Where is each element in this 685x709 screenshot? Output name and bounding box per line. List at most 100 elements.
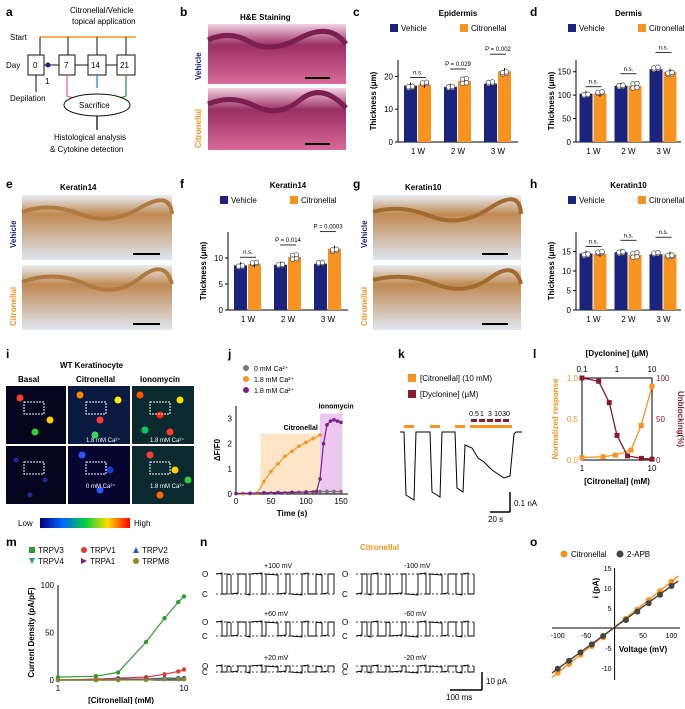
significance-label: n.s. [413, 71, 423, 77]
series-point [332, 489, 336, 494]
voltage-label: +20 mV [264, 655, 289, 662]
series-point [339, 420, 343, 425]
y-tick-label: 10 [562, 267, 571, 276]
x-tick-label: 3 W [491, 147, 506, 156]
data-point [463, 75, 470, 82]
series-point [318, 489, 322, 494]
x-axis-label: [Citronellal] (mM) [584, 477, 650, 486]
right-tick-label: 0 [656, 456, 661, 465]
data-point [333, 246, 340, 252]
open-label: O [342, 662, 348, 671]
bar-vehicle [234, 265, 247, 310]
bar-citronellal [498, 71, 511, 142]
x-axis-label: [Citronellal] (mM) [88, 696, 154, 704]
bar-vehicle [274, 264, 287, 310]
unblocking-point [614, 432, 620, 438]
series-point [143, 639, 149, 645]
bar-citronellal [458, 80, 471, 142]
panel-i-title: WT Keratinocyte [60, 361, 124, 370]
panel-label-a: a [6, 5, 13, 19]
cell-spot [13, 457, 19, 463]
series-point [176, 669, 181, 674]
panel-label-m: m [6, 535, 17, 549]
legend-swatch-citronellal [460, 24, 468, 32]
panel-label-f: f [180, 177, 185, 191]
top-axis-title: [Dyclonine] (μM) [586, 349, 649, 358]
bar-citronellal [593, 93, 607, 142]
cell-spot [96, 416, 104, 424]
analysis-label-2: & Cytokine detection [50, 145, 123, 154]
legend-marker [29, 547, 35, 553]
series-line [57, 595, 185, 678]
data-point [409, 83, 416, 89]
y-axis-label: Current Density (pA/pF) [27, 587, 36, 678]
x-tick-label: 150 [334, 497, 348, 506]
cell-spot [16, 394, 24, 402]
data-point [239, 263, 246, 269]
legend-swatch-vehicle [390, 24, 398, 32]
right-tick-label: 100 [656, 374, 670, 383]
series-point [304, 490, 308, 494]
significance-label: n.s. [243, 250, 253, 256]
series-point [290, 490, 294, 495]
chart-title: Keratin14 [270, 181, 307, 190]
data-point [585, 251, 591, 257]
channel-trace [215, 572, 335, 596]
day-0: 0 [33, 61, 38, 70]
cell-spot [176, 396, 184, 404]
open-label: O [342, 570, 348, 579]
data-point [585, 91, 591, 97]
x-tick-label: 10 [648, 464, 657, 473]
x-tick-label: 1 W [241, 315, 256, 324]
y-tick-label: 150 [558, 68, 572, 77]
bar-vehicle [649, 254, 663, 310]
y-tick-label: 50 [45, 629, 54, 638]
k-scale-x: 20 s [488, 515, 503, 524]
series-point [234, 491, 238, 496]
significance-label: P = 0.0003 [313, 225, 343, 231]
legend-marker [560, 550, 568, 558]
panel-label-g: g [353, 177, 360, 191]
series-point [325, 489, 329, 494]
series-point [176, 676, 181, 682]
start-label: Start [10, 33, 28, 42]
response-line [581, 386, 653, 459]
significance-label: n.s. [624, 233, 634, 239]
ca-label-2: 1.8 mM Ca²⁺ [150, 437, 185, 444]
data-point [599, 248, 605, 255]
y-tick-label: 1 [228, 465, 233, 474]
cell-spots [13, 391, 192, 499]
chart-epidermis: Epidermis Vehicle Citronellal 0 10 20 Thicknes… [369, 9, 518, 156]
legend-vehicle: Vehicle [401, 24, 427, 33]
left-tick-label: 0.5 [567, 415, 579, 424]
voltage-label: -20 mV [404, 655, 427, 662]
citronellal-bar [430, 425, 440, 428]
voltage-label: -60 mV [404, 611, 427, 618]
series-point [314, 489, 319, 494]
chart-trp-current-density: 0 50 100 1 10 [Citronellal] (mM) Current Densi… [27, 546, 189, 705]
series-point [304, 440, 308, 445]
voltage-label: +100 mV [264, 563, 293, 570]
y-axis-label: ΔF/F0 [213, 438, 222, 461]
series-point [276, 462, 280, 466]
significance-label: P = 0.029 [445, 62, 471, 68]
response-point [579, 455, 585, 461]
data-point [566, 657, 573, 664]
y-tick-label: 0 [389, 138, 394, 147]
panel-label-h: h [530, 177, 537, 191]
series-point [248, 491, 252, 496]
data-point [423, 79, 430, 85]
x-tick-label: 3 W [321, 315, 336, 324]
legend-label: TRPV4 [38, 557, 64, 566]
y-tick-label: 10 [214, 254, 223, 263]
series-point [143, 677, 149, 683]
data-point [634, 608, 641, 615]
panel-label-c: c [353, 5, 360, 19]
closed-label: C [202, 632, 208, 641]
y-tick-label: 0 [567, 306, 572, 315]
unblocking-point [579, 375, 585, 381]
voltage-label: +60 mV [264, 611, 289, 618]
row-label-citronellal: Citronellal [360, 287, 369, 326]
